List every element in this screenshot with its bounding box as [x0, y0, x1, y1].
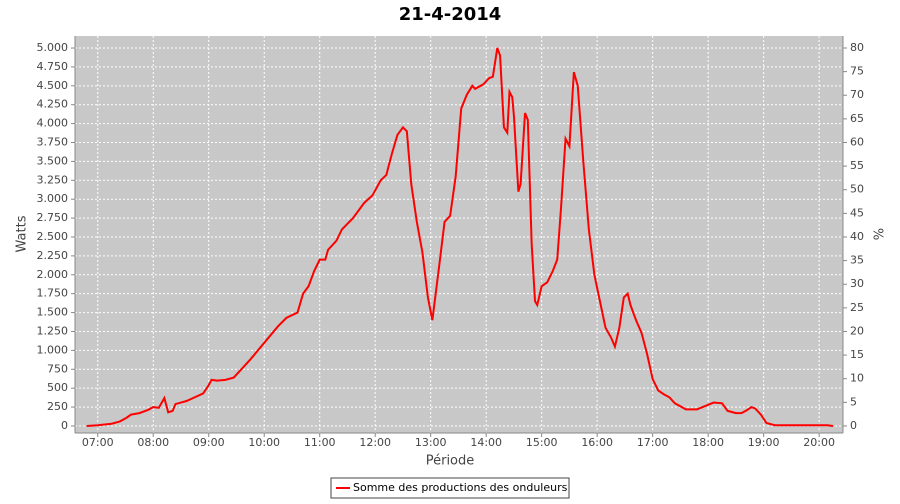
- y2-tick-label: 65: [850, 112, 864, 125]
- y-tick-label: 2.000: [37, 268, 69, 281]
- y2-tick-label: 40: [850, 230, 864, 243]
- x-tick-label: 16:00: [581, 436, 613, 449]
- y-tick-label: 0: [61, 419, 68, 432]
- y-tick-label: 500: [47, 381, 68, 394]
- x-tick-label: 15:00: [526, 436, 558, 449]
- x-tick-label: 12:00: [359, 436, 391, 449]
- y-tick-label: 1.000: [37, 343, 69, 356]
- x-tick-label: 19:00: [748, 436, 780, 449]
- x-tick-label: 11:00: [304, 436, 336, 449]
- y-axis-label: Watts: [15, 215, 30, 252]
- x-tick-label: 20:00: [803, 436, 835, 449]
- y-tick-label: 2.250: [37, 249, 69, 262]
- y-tick-label: 5.000: [37, 41, 69, 54]
- y-tick-label: 2.500: [37, 230, 69, 243]
- legend-label: Somme des productions des onduleurs: [353, 481, 568, 494]
- y2-tick-label: 70: [850, 88, 864, 101]
- y2-tick-label: 0: [850, 419, 857, 432]
- y2-tick-label: 45: [850, 206, 864, 219]
- y2-tick-label: 10: [850, 372, 864, 385]
- y-tick-label: 4.000: [37, 117, 69, 130]
- y2-tick-label: 35: [850, 254, 864, 267]
- y-tick-label: 1.500: [37, 306, 69, 319]
- y2-tick-label: 50: [850, 183, 864, 196]
- y-tick-label: 750: [47, 362, 68, 375]
- y2-tick-label: 20: [850, 324, 864, 337]
- y2-tick-label: 80: [850, 41, 864, 54]
- legend-box: [330, 477, 570, 499]
- x-axis-label: Période: [426, 454, 475, 469]
- legend: Somme des productions des onduleurs: [330, 477, 570, 499]
- y2-tick-label: 5: [850, 395, 857, 408]
- x-tick-label: 18:00: [692, 436, 724, 449]
- chart-title: 21-4-2014: [399, 4, 502, 25]
- y2-axis-label: %: [873, 228, 888, 240]
- x-tick-label: 14:00: [470, 436, 502, 449]
- y-tick-label: 1.750: [37, 287, 69, 300]
- y2-tick-label: 15: [850, 348, 864, 361]
- x-tick-label: 17:00: [637, 436, 669, 449]
- y-tick-label: 3.250: [37, 173, 69, 186]
- y-tick-label: 1.250: [37, 324, 69, 337]
- x-tick-label: 09:00: [193, 436, 225, 449]
- y-tick-label: 3.500: [37, 154, 69, 167]
- plot-area: [75, 36, 843, 433]
- y-tick-label: 250: [47, 400, 68, 413]
- series-line: [86, 47, 834, 427]
- y2-tick-label: 75: [850, 65, 864, 78]
- x-tick-label: 07:00: [82, 436, 114, 449]
- x-tick-label: 10:00: [248, 436, 280, 449]
- y-tick-label: 2.750: [37, 211, 69, 224]
- y-tick-label: 3.750: [37, 136, 69, 149]
- x-tick-label: 13:00: [415, 436, 447, 449]
- x-tick-label: 08:00: [137, 436, 169, 449]
- y2-tick-label: 30: [850, 277, 864, 290]
- y-tick-label: 4.750: [37, 60, 69, 73]
- y2-tick-label: 25: [850, 301, 864, 314]
- y-tick-label: 3.000: [37, 192, 69, 205]
- y-tick-label: 4.250: [37, 98, 69, 111]
- y2-tick-label: 55: [850, 159, 864, 172]
- y-tick-label: 4.500: [37, 79, 69, 92]
- y2-tick-label: 60: [850, 135, 864, 148]
